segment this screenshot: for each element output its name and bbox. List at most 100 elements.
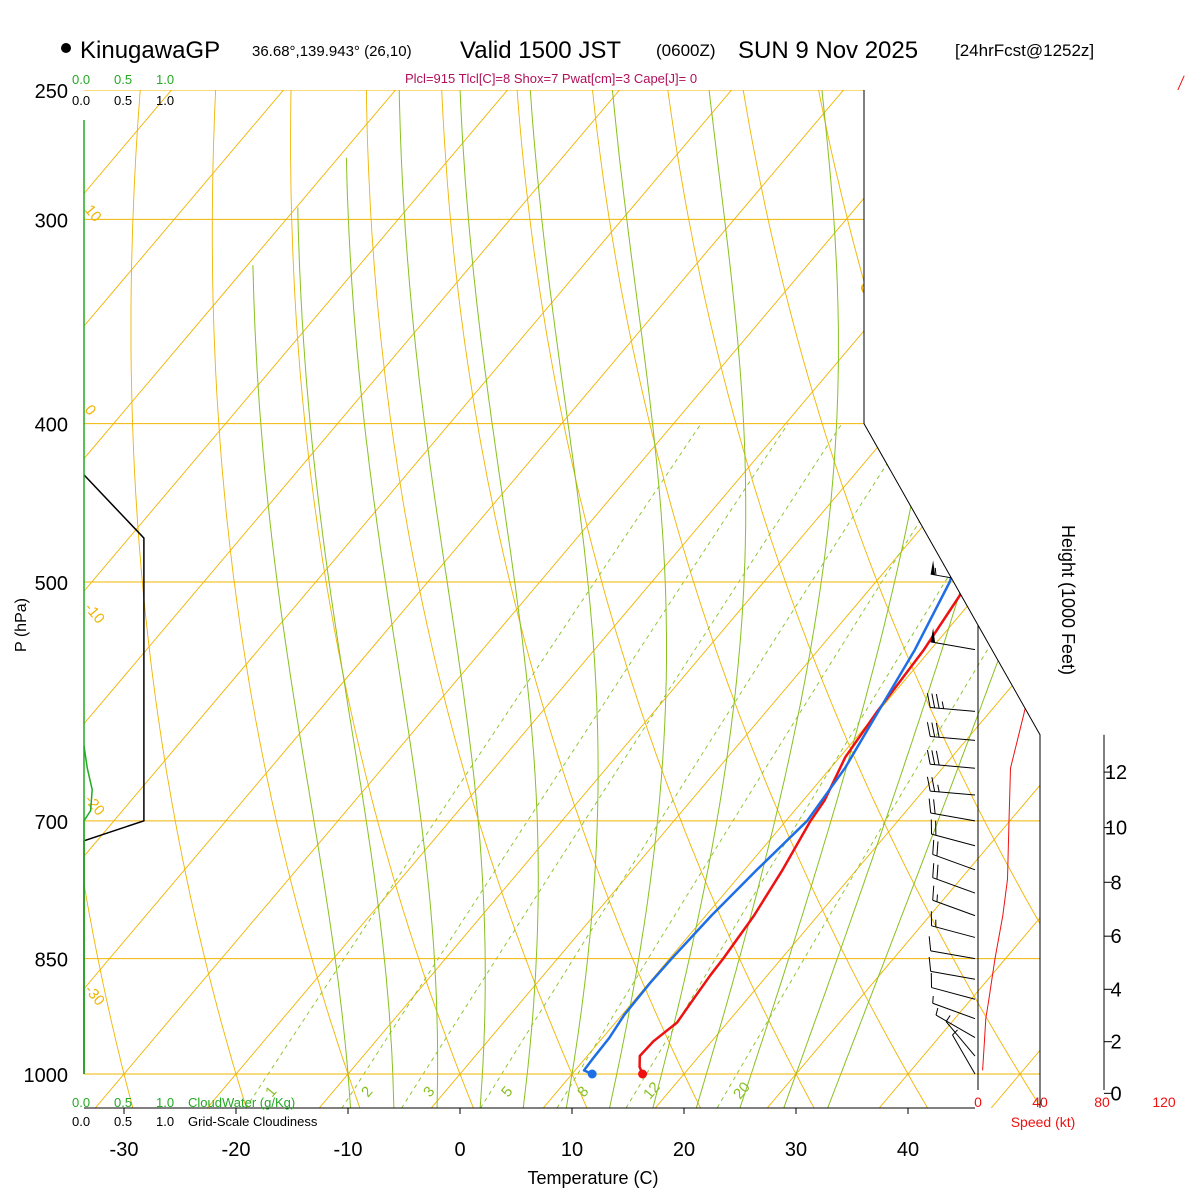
station-name: KinugawaGP: [80, 37, 220, 64]
wind-barb: [926, 693, 976, 712]
dry-adiabat-line: [441, 90, 702, 1108]
cloudwater-tick-1-bottom: 0.5: [114, 1095, 132, 1110]
moist-adiabat-line: [252, 265, 352, 1108]
wind-barb-shaft: [930, 812, 976, 822]
cloudcover-tick-2: 1.0: [156, 93, 174, 108]
wind-barb: [930, 911, 976, 938]
dry-adiabat-line: [516, 90, 815, 1108]
wind-barb-shaft: [930, 735, 976, 741]
wind-barb-half-feather: [941, 701, 945, 709]
valid-date: SUN 9 Nov 2025: [738, 37, 918, 64]
x-tick-label: 30: [785, 1139, 807, 1161]
forecast-info: [24hrFcst@1252z]: [955, 41, 1094, 60]
pressure-tick-label: 850: [35, 950, 68, 972]
wind-barb-shaft: [952, 1034, 976, 1075]
x-tick-label: -30: [110, 1139, 139, 1161]
isotherm-line: [84, 90, 285, 327]
station-dot-icon: [61, 43, 71, 53]
speed-tick-bottom: 0: [974, 1094, 982, 1110]
station-coords: 36.68°,139.943° (26,10): [252, 43, 412, 60]
isotherm-line: [84, 90, 845, 990]
surface-dewpoint-point: [587, 1069, 597, 1079]
isotherm-line: [654, 652, 1040, 1108]
wind-barb: [928, 956, 976, 980]
moist-adiabat-line: [345, 157, 439, 1108]
wind-barb-flag: [930, 628, 936, 643]
wind-barb-feather: [926, 776, 931, 792]
cloudwater-title: CloudWater (g/Kg): [188, 1095, 295, 1110]
x-tick-label: 20: [673, 1139, 695, 1161]
wind-barb: [932, 839, 976, 871]
y-axis-title: P (hPa): [13, 598, 30, 652]
background-lines: [84, 90, 1040, 1108]
isotherm-line: [766, 784, 1040, 1108]
wind-barb-shaft: [930, 763, 976, 769]
pressure-tick-label: 400: [35, 415, 68, 437]
height-tick-label: 0: [1110, 1083, 1121, 1105]
isotherm-line: [430, 386, 1040, 1108]
wind-barb-feather: [932, 885, 935, 901]
wind-barb-shaft: [935, 1014, 976, 1039]
wind-barb: [926, 776, 976, 796]
moist-adiabat-line: [827, 543, 1040, 1108]
wind-barb-half-feather: [934, 567, 937, 576]
surface-temperature-point: [638, 1069, 648, 1079]
wind-barb: [928, 936, 976, 960]
wind-barb-feather: [935, 750, 940, 766]
wind-barb-feather: [933, 799, 936, 814]
stability-indices: Plcl=915 Tlcl[C]=8 Shox=7 Pwat[cm]=3 Cap…: [405, 71, 697, 86]
moist-adiabat-line: [297, 207, 395, 1108]
pressure-tick-label: 500: [35, 573, 68, 595]
isotherm-line: [318, 254, 1040, 1108]
wind-barb: [945, 1015, 976, 1057]
height-tick-label: 4: [1110, 979, 1121, 1001]
wind-barb: [930, 973, 976, 1000]
mixing-ratio-line: [401, 423, 843, 1108]
cloudcover-tick-1-bottom: 0.5: [114, 1114, 132, 1129]
wind-barb-feather: [931, 722, 936, 737]
dry-adiabat-line: [84, 881, 134, 1108]
moist-adiabat-line: [529, 90, 599, 1108]
isotherm-line: [94, 90, 957, 1108]
speed-tick-bottom: 120: [1152, 1094, 1176, 1110]
wind-barb-shaft: [945, 1021, 976, 1057]
dry-adiabat-line: [211, 90, 361, 1108]
cloudcover-tick-0: 0.0: [72, 93, 90, 108]
height-tick-label: 6: [1110, 926, 1121, 948]
wind-barb-feather: [926, 693, 931, 708]
wind-barb-shaft: [932, 853, 976, 871]
isotherm-line: [84, 90, 733, 857]
wind-barb-feather: [928, 798, 932, 814]
height-tick-label: 8: [1110, 872, 1121, 894]
wind-barb-shaft: [931, 925, 976, 938]
isotherm-line: [84, 90, 397, 460]
wind-barb-feather: [928, 936, 932, 951]
height-tick-label: 2: [1110, 1032, 1121, 1054]
mixing-ratio-line: [625, 427, 1040, 1108]
height-axis-title: Height (1000 Feet): [1058, 525, 1078, 675]
wind-barb: [926, 749, 976, 769]
mixing-ratio-line: [716, 561, 1040, 1108]
cloudcover-title: Grid-Scale Cloudiness: [188, 1114, 318, 1129]
cloudcover-tick-0-bottom: 0.0: [72, 1114, 90, 1129]
dry-adiabat-line: [290, 90, 474, 1108]
wind-barb: [930, 628, 976, 651]
dry-adiabat-line: [365, 90, 588, 1108]
height-tick-label: 12: [1105, 762, 1127, 784]
moist-adiabat-line: [398, 90, 486, 1108]
x-tick-label: 10: [561, 1139, 583, 1161]
wind-barb-feather: [928, 956, 932, 972]
wind-barb-flag: [930, 560, 936, 575]
wind-barb-feather: [931, 777, 936, 792]
wind-barb-shaft: [932, 877, 976, 894]
wind-barb-feather: [926, 722, 931, 737]
cloudcover-tick-2-bottom: 1.0: [156, 1114, 174, 1129]
wind-barb-feather: [931, 693, 936, 708]
wind-barb-shaft: [931, 987, 976, 1000]
plot-boundary: [863, 90, 1041, 1108]
height-tick-label: 10: [1105, 818, 1127, 840]
mixing-ratio-line: [245, 423, 702, 1108]
speed-axis-title: Speed (kt): [1011, 1114, 1076, 1130]
wind-barb: [928, 798, 976, 822]
